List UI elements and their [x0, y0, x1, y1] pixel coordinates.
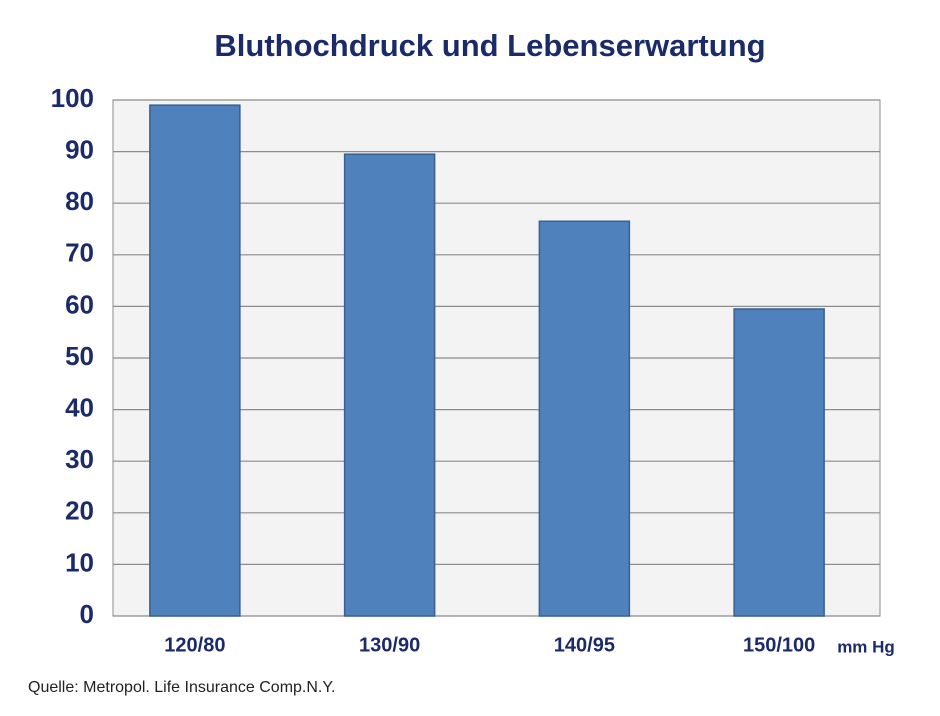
x-tick-label: 130/90: [359, 634, 420, 656]
source-note: Quelle: Metropol. Life Insurance Comp.N.…: [28, 679, 335, 696]
bar: [733, 308, 825, 617]
y-tick-label: 90: [65, 134, 94, 164]
y-tick-label: 80: [65, 186, 94, 216]
y-tick-label: 0: [80, 599, 94, 629]
y-tick-label: 100: [51, 83, 94, 113]
x-unit-label: mm Hg: [837, 637, 895, 656]
y-tick-label: 30: [65, 444, 94, 474]
x-tick-label: 120/80: [164, 634, 225, 656]
bar: [343, 153, 436, 617]
y-tick-label: 60: [65, 289, 94, 319]
y-tick-label: 50: [65, 341, 94, 371]
x-tick-label: 140/95: [554, 634, 615, 656]
y-tick-label: 70: [65, 238, 94, 268]
bar: [149, 104, 241, 617]
y-tick-label: 10: [65, 547, 94, 577]
y-tick-label: 40: [65, 392, 94, 422]
y-tick-label: 20: [65, 496, 94, 526]
chart-title: Bluthochdruck und Lebenserwartung: [214, 28, 765, 63]
x-tick-label: 150/100: [743, 634, 815, 656]
bar: [538, 220, 631, 617]
